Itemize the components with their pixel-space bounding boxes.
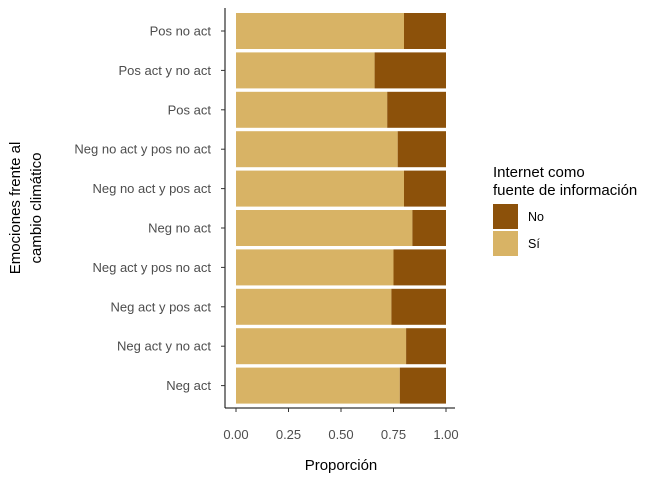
y-axis-title-line-1: Emociones frente al bbox=[7, 142, 24, 275]
bar-no-0 bbox=[404, 13, 446, 49]
bar-si-8 bbox=[236, 328, 407, 365]
bar-no-4 bbox=[404, 170, 446, 207]
y-tick-label: Neg no act y pos no act bbox=[74, 142, 211, 157]
y-tick-label: Pos no act bbox=[150, 24, 212, 39]
y-tick-label: Neg no act bbox=[148, 221, 211, 236]
x-axis-ticks: 0.00 0.25 0.50 0.75 1.00 bbox=[223, 408, 459, 442]
legend-key-si bbox=[493, 231, 518, 256]
bar-no-2 bbox=[387, 91, 446, 128]
legend: Internet como fuente de información No Sí bbox=[493, 164, 637, 256]
bar-si-9 bbox=[236, 367, 400, 404]
y-tick-label: Pos act bbox=[168, 102, 212, 117]
x-tick-label: 0.00 bbox=[223, 427, 248, 442]
x-tick-label: 0.50 bbox=[328, 427, 353, 442]
bar-no-6 bbox=[393, 249, 446, 286]
bar-no-7 bbox=[391, 288, 446, 325]
y-tick-label: Neg act y pos no act bbox=[92, 260, 211, 275]
bar-no-1 bbox=[374, 52, 446, 89]
bar-si-4 bbox=[236, 170, 404, 207]
bar-si-7 bbox=[236, 288, 392, 325]
y-tick-label: Neg act bbox=[166, 378, 211, 393]
x-tick-label: 0.75 bbox=[381, 427, 406, 442]
bar-no-8 bbox=[406, 328, 446, 365]
y-tick-label: Neg act y pos act bbox=[111, 299, 212, 314]
x-tick-label: 1.00 bbox=[433, 427, 458, 442]
x-tick-label: 0.25 bbox=[276, 427, 301, 442]
legend-label-no: No bbox=[528, 210, 544, 224]
bar-si-5 bbox=[236, 210, 413, 246]
bars-layer bbox=[236, 13, 446, 404]
bar-si-1 bbox=[236, 52, 375, 89]
legend-label-si: Sí bbox=[528, 237, 540, 251]
legend-title-line-1: Internet como bbox=[493, 164, 585, 181]
y-tick-label: Neg no act y pos act bbox=[92, 181, 211, 196]
legend-key-no bbox=[493, 204, 518, 229]
y-axis-ticks: Pos no act Pos act y no act Pos act Neg no … bbox=[74, 24, 225, 393]
y-tick-label: Pos act y no act bbox=[119, 63, 212, 78]
bar-si-3 bbox=[236, 131, 398, 168]
y-tick-label: Neg act y no act bbox=[117, 339, 211, 354]
bar-si-2 bbox=[236, 91, 388, 128]
x-axis-title: Proporción bbox=[305, 457, 378, 474]
bar-si-0 bbox=[236, 13, 404, 49]
bar-no-5 bbox=[412, 210, 446, 246]
legend-title-line-2: fuente de información bbox=[493, 182, 637, 199]
bar-no-9 bbox=[399, 367, 446, 404]
bar-no-3 bbox=[397, 131, 446, 168]
bar-si-6 bbox=[236, 249, 394, 286]
y-axis-title-line-2: cambio climático bbox=[28, 153, 45, 264]
